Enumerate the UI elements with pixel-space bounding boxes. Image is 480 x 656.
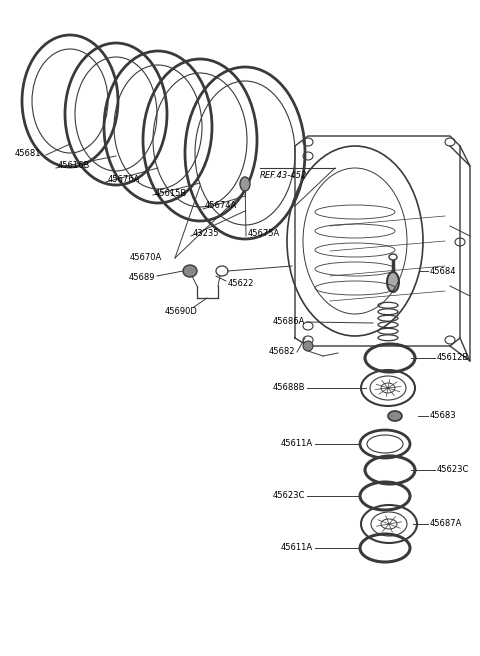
Text: 45611A: 45611A: [281, 440, 313, 449]
Text: 45684: 45684: [430, 266, 456, 276]
Text: 45615B: 45615B: [155, 188, 187, 197]
Text: REF.43-452: REF.43-452: [260, 171, 307, 180]
Text: 45681: 45681: [15, 148, 41, 157]
Text: 45689: 45689: [129, 274, 155, 283]
Text: 45676A: 45676A: [108, 176, 140, 184]
Text: 45690D: 45690D: [165, 306, 198, 316]
Text: 45686A: 45686A: [273, 318, 305, 327]
Ellipse shape: [303, 341, 313, 351]
Text: 45622: 45622: [228, 279, 254, 287]
Ellipse shape: [240, 177, 250, 191]
Text: 43235: 43235: [193, 230, 219, 239]
Text: 45611A: 45611A: [281, 544, 313, 552]
Ellipse shape: [388, 411, 402, 421]
Text: 45674A: 45674A: [205, 201, 237, 211]
Text: 45688B: 45688B: [273, 384, 305, 392]
Text: 45670A: 45670A: [130, 253, 162, 262]
Text: 45687A: 45687A: [430, 520, 462, 529]
Text: 45682: 45682: [268, 348, 295, 356]
Text: 45612B: 45612B: [437, 354, 469, 363]
Text: 45616B: 45616B: [58, 161, 90, 171]
Ellipse shape: [183, 265, 197, 277]
Text: 45675A: 45675A: [248, 230, 280, 239]
Text: 45623C: 45623C: [437, 466, 469, 474]
Text: 45623C: 45623C: [273, 491, 305, 501]
Ellipse shape: [387, 272, 399, 292]
Text: 45683: 45683: [430, 411, 456, 420]
